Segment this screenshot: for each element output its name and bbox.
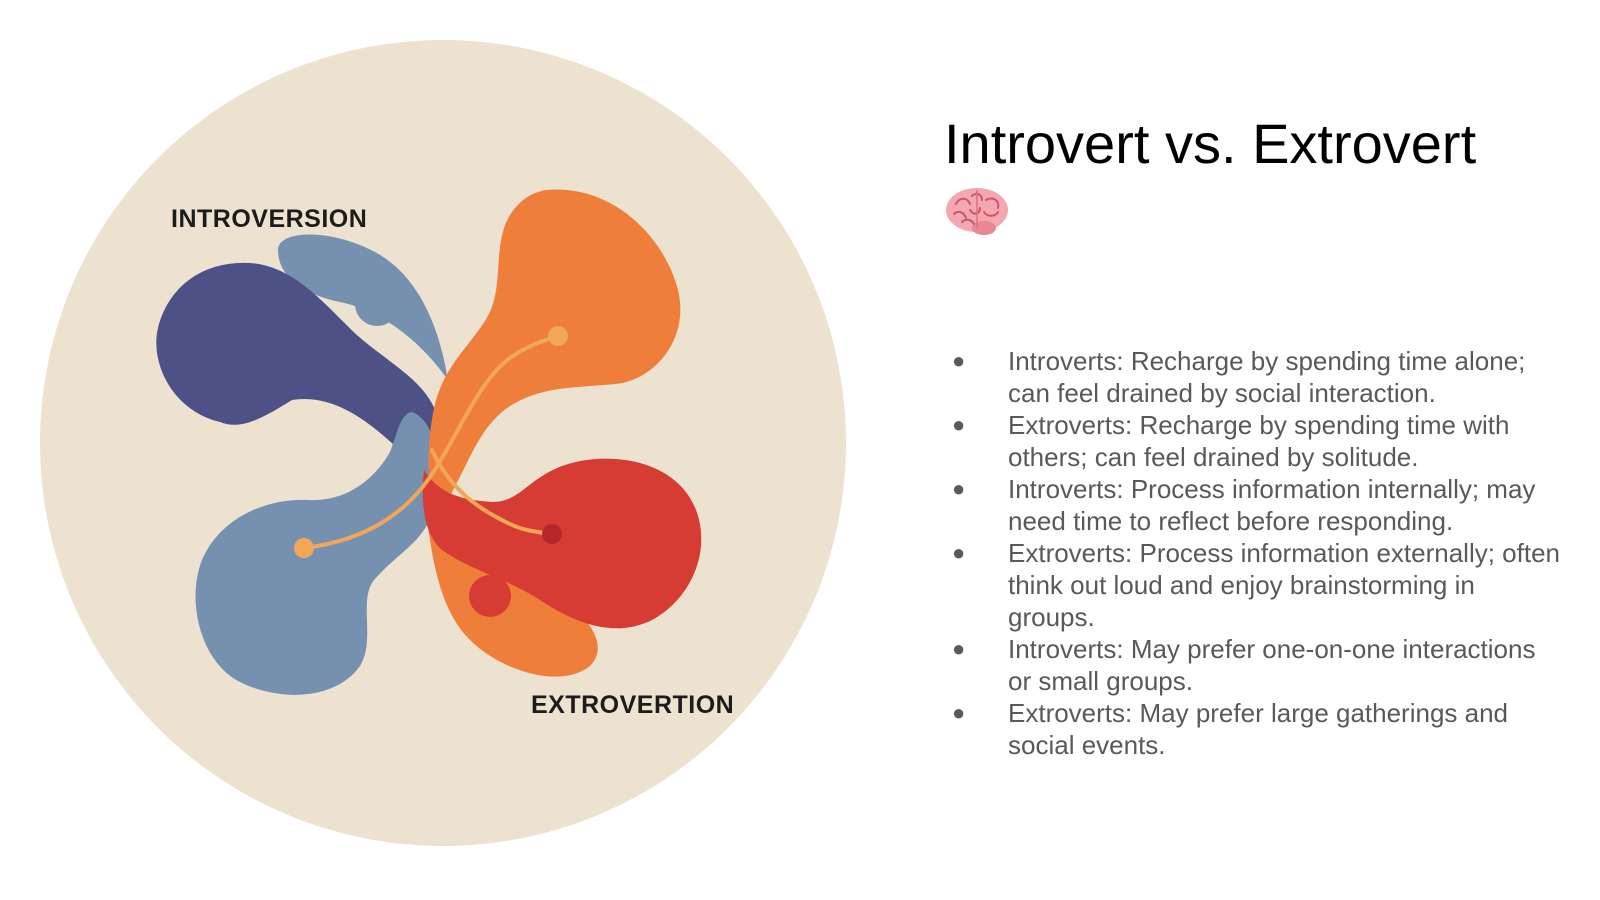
introversion-label: INTROVERSION: [171, 205, 367, 233]
introversion-extroversion-illustration: INTROVERSION EXTROVERTION: [40, 40, 846, 846]
connector-line-right: [430, 448, 554, 536]
bullet-marker: ●: [952, 540, 966, 565]
bullet-item: ● Introverts: Recharge by spending time a…: [952, 345, 1562, 409]
bullet-text: Extroverts: Recharge by spending time wi…: [1008, 410, 1510, 472]
bullet-text: Extroverts: May prefer large gatherings …: [1008, 698, 1509, 760]
bullet-marker: ●: [952, 476, 966, 501]
bullet-text: Extroverts: Process information external…: [1008, 538, 1561, 632]
brain-icon: [944, 186, 1010, 240]
bullet-item: ● Introverts: May prefer one-on-one inter…: [952, 633, 1562, 697]
navy-blob: [156, 262, 439, 459]
connector-endpoint-top: [548, 326, 568, 346]
red-small-circle: [469, 575, 511, 617]
red-blob: [422, 458, 702, 629]
illustration-canvas: INTROVERSION EXTROVERTION: [40, 40, 846, 846]
bullet-list: ● Introverts: Recharge by spending time a…: [952, 345, 1562, 761]
bullet-item: ● Extroverts: May prefer large gatherings…: [952, 697, 1562, 761]
connector-line-left: [302, 334, 560, 550]
steel-blue-small-circle: [355, 282, 399, 326]
bullet-item: ● Introverts: Process information interna…: [952, 473, 1562, 537]
extrovertion-label: EXTROVERTION: [531, 691, 734, 719]
bullet-text: Introverts: Recharge by spending time al…: [1008, 346, 1526, 408]
bullet-item: ● Extroverts: Process information externa…: [952, 537, 1562, 633]
bullet-item: ● Extroverts: Recharge by spending time w…: [952, 409, 1562, 473]
bullet-text: Introverts: Process information internal…: [1008, 474, 1536, 536]
bullet-marker: ●: [952, 412, 966, 437]
bullet-marker: ●: [952, 700, 966, 725]
bullet-marker: ●: [952, 636, 966, 661]
slide-title: Introvert vs. Extrovert: [944, 112, 1477, 175]
bullet-text: Introverts: May prefer one-on-one intera…: [1008, 634, 1536, 696]
connector-endpoint-red: [542, 524, 562, 544]
connector-endpoint-left: [294, 538, 314, 558]
bullet-marker: ●: [952, 348, 966, 373]
orange-top-blob: [428, 189, 681, 514]
steel-blue-bottom-blob: [195, 412, 438, 695]
